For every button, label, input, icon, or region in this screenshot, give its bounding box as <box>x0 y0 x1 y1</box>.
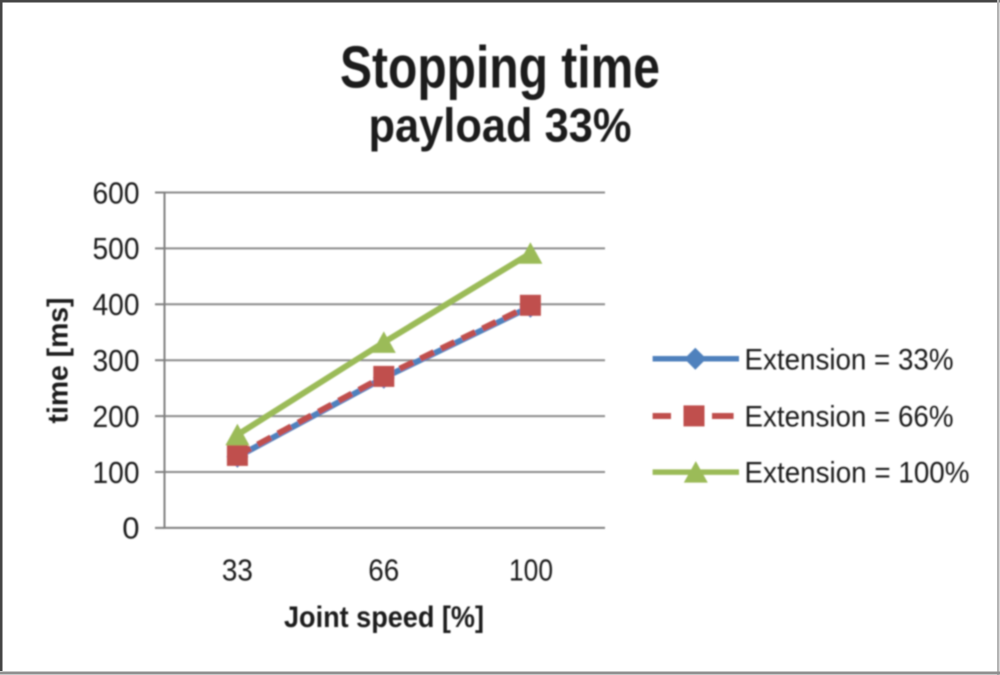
svg-text:400: 400 <box>93 287 140 322</box>
svg-text:600: 600 <box>93 175 140 210</box>
svg-text:0: 0 <box>122 511 139 546</box>
svg-text:Joint speed [%]: Joint speed [%] <box>284 601 484 634</box>
svg-text:Extension = 66%: Extension = 66% <box>745 400 954 433</box>
svg-text:Extension = 33%: Extension = 33% <box>745 343 954 376</box>
svg-text:time [ms]: time [ms] <box>43 298 75 424</box>
svg-text:payload 33%: payload 33% <box>369 99 632 152</box>
svg-text:33: 33 <box>222 552 253 587</box>
svg-text:300: 300 <box>93 343 140 378</box>
svg-text:100: 100 <box>509 552 553 587</box>
svg-text:Extension = 100%: Extension = 100% <box>745 457 970 490</box>
svg-text:200: 200 <box>93 399 140 434</box>
svg-text:Stopping time: Stopping time <box>340 35 660 101</box>
svg-text:66: 66 <box>368 552 399 587</box>
svg-text:100: 100 <box>93 455 140 490</box>
svg-text:500: 500 <box>93 231 140 266</box>
